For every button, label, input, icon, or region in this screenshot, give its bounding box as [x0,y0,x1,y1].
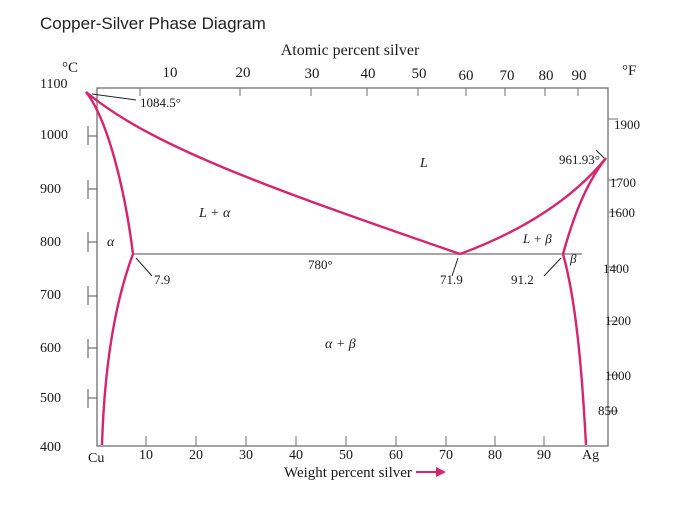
left-unit: °C [62,60,78,76]
top-axis-title: Atomic percent silver [281,42,420,59]
region-labels: L L + α L + β α β α + β [107,156,577,352]
right-tick-label: 1900 [614,117,640,132]
bottom-axis: Cu 10 20 30 40 50 60 70 80 90 Ag Weight … [88,436,599,481]
top-tick-label: 10 [163,65,178,81]
left-tick-label: 800 [40,235,61,250]
left-axis: °C 1100 1000 900 800 700 600 500 400 [40,60,97,455]
right-tick-label: 1400 [603,261,629,276]
right-tick-label: 1000 [605,368,631,383]
bottom-tick-label: 90 [537,448,551,463]
bottom-tick-label: 80 [488,448,502,463]
region-liquid: L [419,156,428,171]
top-tick-label: 80 [539,68,554,84]
phase-boundaries [85,91,607,446]
right-tick-label: 1700 [610,175,636,190]
point-labels: 1084.5° 961.93° 780° 7.9 71.9 91.2 [91,93,605,287]
page-heading: Copper-Silver Phase Diagram [40,14,266,33]
top-tick-label: 50 [412,66,427,82]
top-tick-label: 90 [572,68,587,84]
top-tick-label: 40 [361,66,376,82]
right-tick-label: 1600 [609,205,635,220]
plot-frame [96,87,609,447]
eutectic-temp-label: 780° [308,257,333,272]
bottom-tick-label: 40 [289,448,303,463]
bottom-tick-label: 60 [389,448,403,463]
ag-melting-label: 961.93° [559,152,600,167]
cu-melting-label: 1084.5° [140,95,181,110]
left-tick-label: 900 [40,182,61,197]
region-l-beta: L + β [522,231,552,246]
left-tick-label: 600 [40,341,61,356]
left-tick-label: 500 [40,391,61,406]
bottom-axis-title: Weight percent silver [284,465,412,481]
top-axis: Atomic percent silver 10 20 30 40 50 60 … [139,42,587,96]
bottom-tick-label: 30 [239,448,253,463]
left-tick-label: 1100 [40,77,67,92]
beta-limit-label: 91.2 [511,272,534,287]
left-tick-label: 700 [40,288,61,303]
right-axis: °F 1900 1700 1600 1400 1200 1000 850 [598,63,640,418]
left-tick-label: 1000 [40,128,68,143]
region-l-alpha: L + α [198,206,231,221]
solidus-alpha [85,91,135,255]
eutectic-comp-label: 71.9 [440,272,463,287]
bottom-tick-label: 70 [439,448,453,463]
alpha-limit-label: 7.9 [154,272,170,287]
right-unit: °F [622,63,636,79]
region-beta: β [569,251,577,266]
solvus-alpha [100,253,135,446]
right-tick-label: 1200 [605,313,631,328]
bottom-tick-label: 10 [139,448,153,463]
bottom-tick-label: 20 [189,448,203,463]
liquidus-cu-side [85,91,461,256]
top-tick-label: 70 [500,68,515,84]
region-alpha-beta: α + β [325,337,356,352]
bottom-left-end: Cu [88,451,104,466]
top-tick-label: 60 [459,68,474,84]
left-tick-label: 400 [40,440,61,455]
arrow-right-icon [416,467,446,477]
region-alpha: α [107,235,115,250]
solvus-beta [561,253,588,446]
bottom-tick-label: 50 [339,448,353,463]
liquidus-ag-side [459,157,607,256]
top-tick-label: 20 [236,65,251,81]
bottom-right-end: Ag [582,448,599,463]
top-tick-label: 30 [305,66,320,82]
right-tick-label: 850 [598,403,618,418]
solidus-beta [561,157,607,255]
